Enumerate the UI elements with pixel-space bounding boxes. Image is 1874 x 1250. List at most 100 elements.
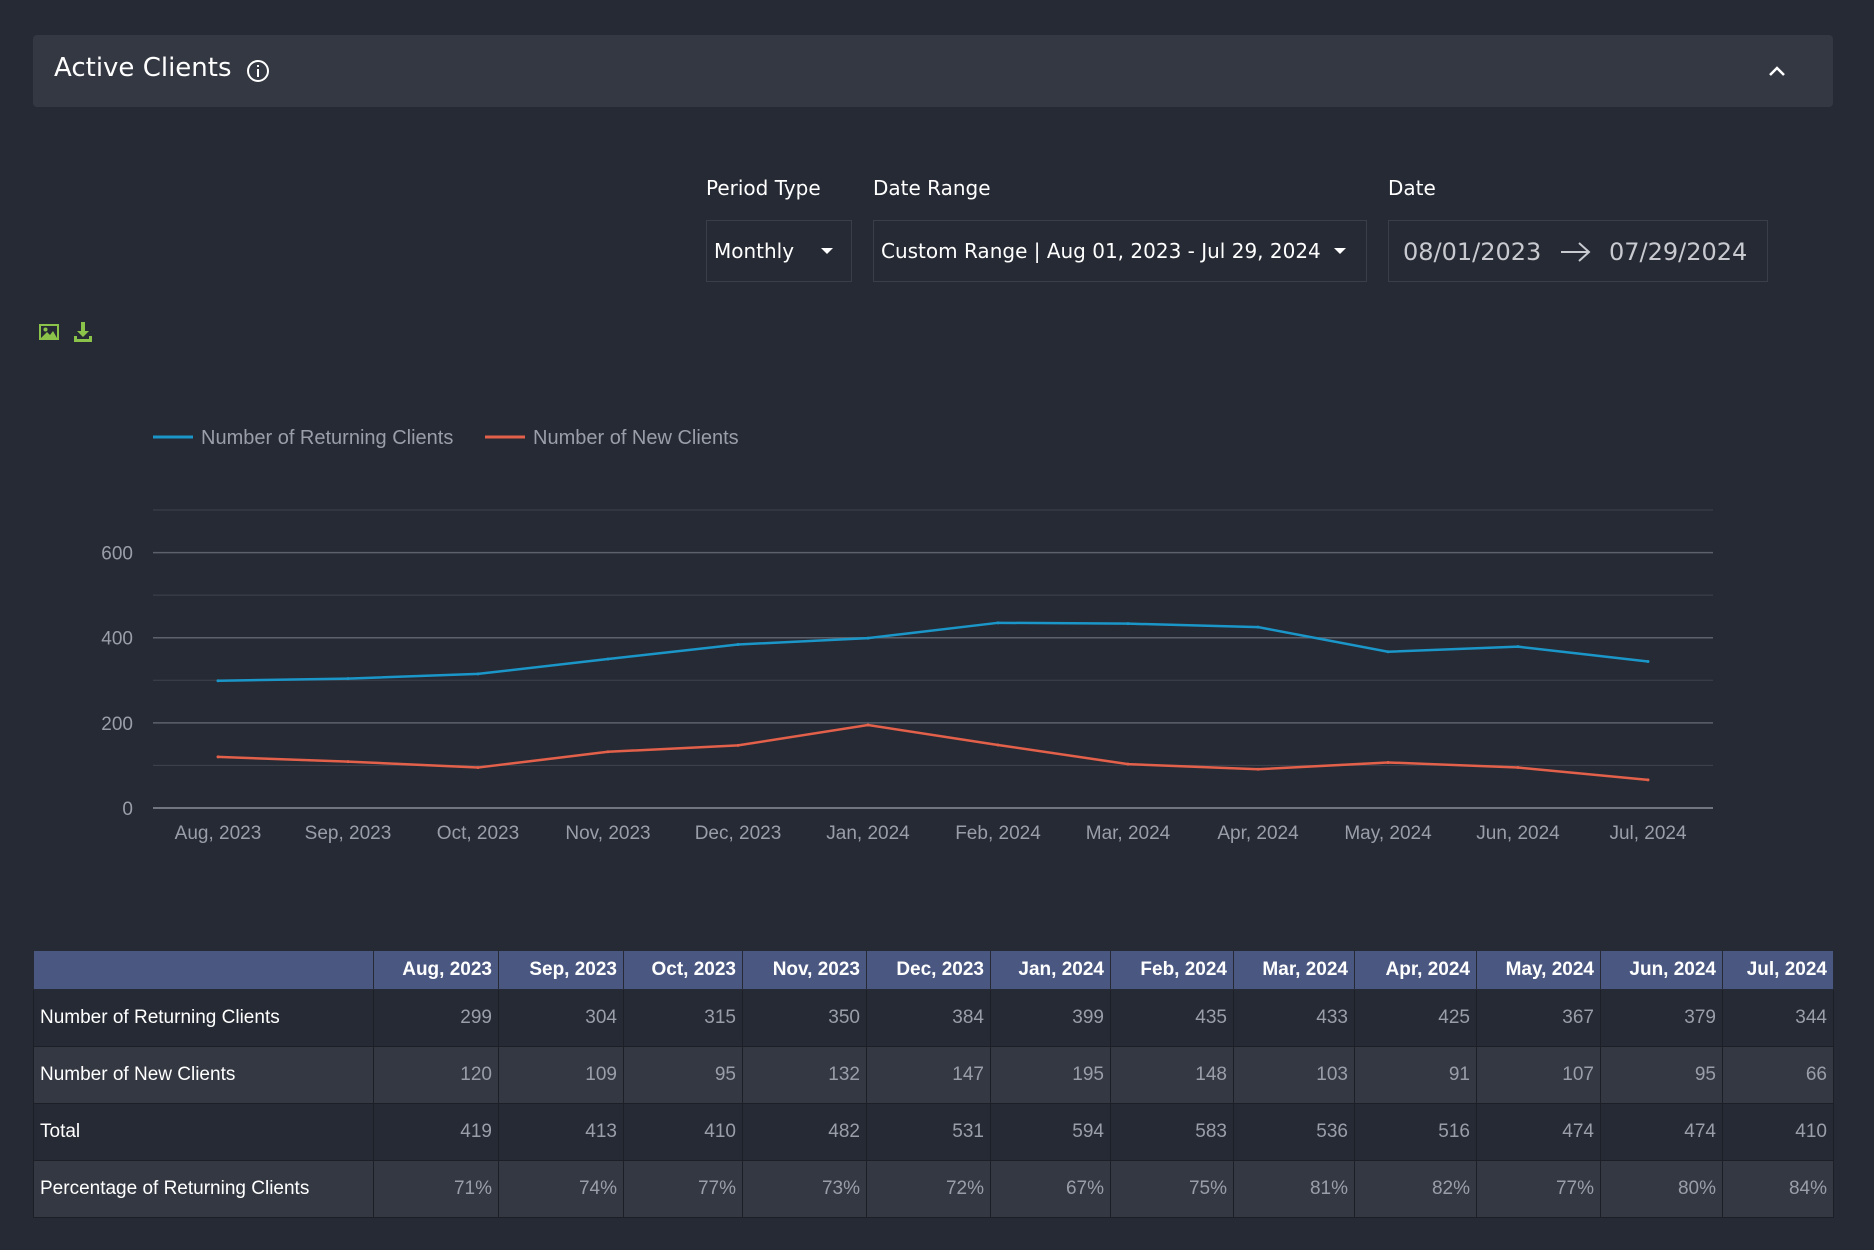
table-cell: 95 [623, 1046, 743, 1104]
start-date-input[interactable] [1403, 235, 1553, 269]
data-point [1646, 778, 1650, 782]
table-cell: 95 [1600, 1046, 1723, 1104]
data-point [996, 743, 1000, 747]
data-point [476, 672, 480, 676]
table-cell: 91 [1354, 1046, 1477, 1104]
data-point [606, 750, 610, 754]
y-tick-label: 600 [101, 544, 133, 565]
table-cell: 73% [742, 1160, 867, 1218]
table-cell: 531 [866, 1103, 991, 1161]
table-cell: 583 [1110, 1103, 1234, 1161]
table-cell: 81% [1233, 1160, 1355, 1218]
data-point [346, 677, 350, 681]
table-column-header: Jan, 2024 [990, 950, 1111, 990]
table-row-label: Total [33, 1103, 374, 1161]
data-point [736, 643, 740, 647]
table-cell: 147 [866, 1046, 991, 1104]
data-point [216, 755, 220, 759]
table-column-header: Jun, 2024 [1600, 950, 1723, 990]
period-type-value: Monthly [714, 239, 795, 263]
table-cell: 516 [1354, 1103, 1477, 1161]
x-tick-label: Jul, 2024 [1609, 823, 1687, 844]
table-cell: 75% [1110, 1160, 1234, 1218]
table-column-header: Aug, 2023 [373, 950, 499, 990]
x-tick-label: Apr, 2024 [1217, 823, 1299, 844]
table-cell: 419 [373, 1103, 499, 1161]
table-column-header: Dec, 2023 [866, 950, 991, 990]
x-tick-label: Dec, 2023 [695, 823, 782, 844]
table-column-header: Sep, 2023 [498, 950, 624, 990]
legend-label: Number of New Clients [533, 427, 739, 449]
table-cell: 77% [623, 1160, 743, 1218]
table-cell: 433 [1233, 989, 1355, 1047]
table-column-header: Nov, 2023 [742, 950, 867, 990]
data-point [1256, 625, 1260, 629]
table-row: Total 419 413 410 482 531 594 583 536 516 474 474 41… [33, 1103, 1834, 1161]
table-cell: 299 [373, 989, 499, 1047]
date-label: Date [1388, 176, 1436, 200]
x-tick-label: Feb, 2024 [955, 823, 1041, 844]
table-column-header: Feb, 2024 [1110, 950, 1234, 990]
x-tick-label: Aug, 2023 [175, 823, 262, 844]
table-cell: 71% [373, 1160, 499, 1218]
data-point [1126, 622, 1130, 626]
data-point [1516, 645, 1520, 649]
table-cell: 425 [1354, 989, 1477, 1047]
table-cell: 410 [623, 1103, 743, 1161]
download-icon[interactable] [71, 320, 95, 344]
table-cell: 82% [1354, 1160, 1477, 1218]
table-cell: 474 [1600, 1103, 1723, 1161]
table-cell: 435 [1110, 989, 1234, 1047]
table-cell: 84% [1722, 1160, 1834, 1218]
table-cell: 344 [1722, 989, 1834, 1047]
table-cell: 536 [1233, 1103, 1355, 1161]
data-point [996, 621, 1000, 625]
clients-table-container: Aug, 2023 Sep, 2023 Oct, 2023 Nov, 2023 Dec,… [33, 950, 1834, 1218]
table-cell: 67% [990, 1160, 1111, 1218]
table-row-label: Percentage of Returning Clients [33, 1160, 374, 1218]
table-cell: 72% [866, 1160, 991, 1218]
section-header: Active Clients [33, 35, 1833, 107]
x-tick-label: Oct, 2023 [437, 823, 519, 844]
caret-down-icon [821, 248, 833, 254]
arrow-right-icon [1561, 242, 1591, 262]
table-cell: 80% [1600, 1160, 1723, 1218]
data-point [736, 743, 740, 747]
image-icon[interactable] [37, 320, 61, 344]
table-cell: 399 [990, 989, 1111, 1047]
table-cell: 195 [990, 1046, 1111, 1104]
data-point [606, 657, 610, 661]
data-point [1516, 766, 1520, 770]
end-date-input[interactable] [1609, 235, 1759, 269]
data-point [1386, 650, 1390, 654]
table-row: Number of New Clients 120 109 95 132 147 195 14… [33, 1046, 1834, 1104]
table-cell: 384 [866, 989, 991, 1047]
table-cell: 148 [1110, 1046, 1234, 1104]
table-row: Number of Returning Clients 299 304 315 350 3… [33, 989, 1834, 1047]
clients-line-chart: 0 200 400 600 Aug, 2023 Sep, 2023 Oct, 2023 Nov… [101, 427, 1713, 844]
table-cell: 120 [373, 1046, 499, 1104]
period-type-select[interactable]: Monthly [706, 220, 852, 282]
table-cell: 304 [498, 989, 624, 1047]
table-column-header: Mar, 2024 [1233, 950, 1355, 990]
table-corner-header [33, 950, 374, 990]
chevron-up-icon[interactable] [1763, 57, 1791, 85]
table-row: Percentage of Returning Clients 71% 74% 77%… [33, 1160, 1834, 1218]
data-point [346, 760, 350, 764]
table-cell: 103 [1233, 1046, 1355, 1104]
y-tick-label: 0 [122, 799, 133, 820]
date-range-select[interactable]: Custom Range | Aug 01, 2023 - Jul 29, 20… [873, 220, 1367, 282]
x-tick-label: Mar, 2024 [1086, 823, 1171, 844]
info-icon[interactable] [246, 59, 270, 83]
table-column-header: Jul, 2024 [1722, 950, 1834, 990]
y-tick-label: 400 [101, 629, 133, 650]
table-cell: 109 [498, 1046, 624, 1104]
table-cell: 350 [742, 989, 867, 1047]
data-point [1386, 760, 1390, 764]
table-cell: 367 [1476, 989, 1601, 1047]
x-tick-label: Jan, 2024 [826, 823, 910, 844]
date-range-picker [1388, 220, 1768, 282]
table-column-header: Apr, 2024 [1354, 950, 1477, 990]
table-cell: 315 [623, 989, 743, 1047]
table-row-label: Number of Returning Clients [33, 989, 374, 1047]
